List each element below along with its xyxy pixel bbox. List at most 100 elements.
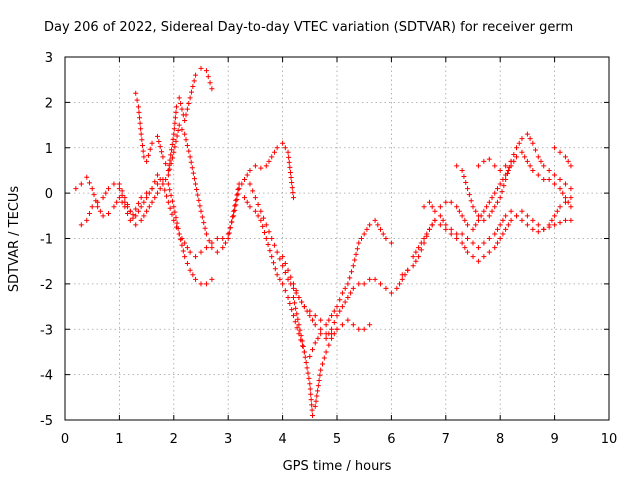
- data-point: [165, 199, 171, 205]
- data-point: [225, 236, 231, 241]
- data-point: [167, 187, 173, 193]
- data-point: [503, 213, 509, 219]
- data-point: [552, 213, 558, 219]
- data-point: [285, 149, 291, 155]
- series-track-6: [290, 294, 340, 418]
- data-point: [258, 208, 264, 214]
- data-point: [182, 240, 188, 246]
- data-point: [454, 231, 460, 237]
- data-point: [290, 285, 296, 291]
- x-tick-label: 2: [170, 432, 178, 447]
- data-point: [135, 208, 141, 214]
- series-track-7: [280, 254, 373, 337]
- data-point: [546, 222, 552, 228]
- data-point: [176, 231, 182, 237]
- data-point: [179, 236, 185, 241]
- data-point: [116, 181, 122, 187]
- data-point: [494, 240, 500, 246]
- data-point: [182, 118, 188, 124]
- data-point: [337, 297, 343, 303]
- data-point: [405, 267, 411, 273]
- data-point: [308, 397, 314, 403]
- data-point: [154, 181, 160, 187]
- data-point: [141, 154, 147, 160]
- data-point: [125, 201, 131, 207]
- data-point: [255, 201, 261, 207]
- series-track-3: [78, 140, 296, 260]
- data-point: [524, 222, 530, 228]
- data-point: [176, 122, 182, 128]
- series-track-5: [242, 195, 411, 359]
- data-point: [232, 203, 238, 209]
- series-track-11: [454, 131, 574, 223]
- data-points: [73, 65, 574, 418]
- data-point: [364, 226, 370, 232]
- data-point: [165, 181, 171, 187]
- y-tick-label: -2: [40, 278, 53, 293]
- data-point: [519, 149, 525, 155]
- data-point: [505, 167, 511, 173]
- data-point: [470, 204, 476, 210]
- data-point: [292, 319, 298, 325]
- x-tick-label: 1: [115, 432, 123, 447]
- data-point: [289, 185, 295, 191]
- data-point: [235, 191, 241, 197]
- data-point: [296, 294, 302, 300]
- data-point: [519, 136, 525, 142]
- data-point: [546, 167, 552, 173]
- data-point: [413, 249, 419, 255]
- data-point: [465, 186, 471, 192]
- data-point: [188, 89, 194, 95]
- data-point: [307, 313, 313, 319]
- data-point: [301, 349, 307, 355]
- data-point: [494, 199, 500, 205]
- data-point: [282, 145, 288, 151]
- data-point: [375, 222, 381, 228]
- data-point: [100, 195, 106, 201]
- data-point: [285, 294, 291, 300]
- data-point: [287, 169, 293, 175]
- data-point: [195, 192, 201, 198]
- data-point: [424, 231, 430, 237]
- data-point: [329, 331, 335, 337]
- data-point: [187, 267, 193, 273]
- data-point: [426, 199, 432, 205]
- y-tick-label: -3: [40, 323, 53, 338]
- data-point: [326, 342, 332, 348]
- data-point: [463, 180, 469, 186]
- data-point: [282, 260, 288, 266]
- data-point: [119, 192, 125, 198]
- data-point: [174, 220, 180, 226]
- data-point: [274, 249, 280, 255]
- data-point: [503, 163, 509, 169]
- data-point: [171, 126, 177, 132]
- data-point: [465, 222, 471, 228]
- data-point: [244, 172, 250, 178]
- data-point: [176, 95, 182, 101]
- data-point: [429, 222, 435, 228]
- data-point: [432, 217, 438, 223]
- data-point: [152, 179, 158, 185]
- data-point: [289, 180, 295, 186]
- data-point: [89, 204, 95, 210]
- data-point: [86, 180, 92, 186]
- data-point: [468, 198, 474, 204]
- data-point: [186, 101, 192, 107]
- data-point: [168, 147, 174, 153]
- data-point: [138, 131, 144, 137]
- data-point: [475, 258, 481, 264]
- data-point: [235, 186, 241, 192]
- data-point: [146, 204, 152, 210]
- data-point: [198, 208, 204, 214]
- data-point: [194, 186, 200, 192]
- data-point: [147, 146, 153, 152]
- data-point: [562, 195, 568, 201]
- data-point: [191, 78, 197, 84]
- chart-title: Day 206 of 2022, Sidereal Day-to-day VTE…: [44, 20, 573, 35]
- data-point: [201, 220, 207, 226]
- data-point: [145, 152, 151, 158]
- data-point: [154, 172, 160, 178]
- data-point: [503, 226, 509, 232]
- data-point: [266, 229, 272, 235]
- data-point: [339, 304, 345, 310]
